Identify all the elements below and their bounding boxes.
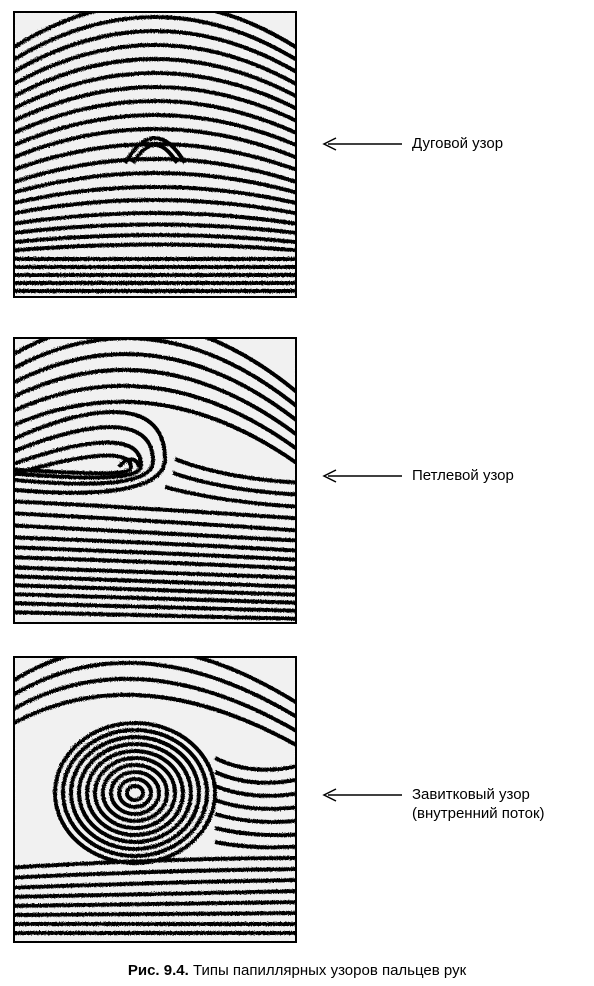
arrow-arch [320,136,402,152]
label-arch: Дуговой узор [412,135,503,154]
figure-caption-text: Типы папиллярных узоров пальцев рук [189,962,466,979]
fingerprint-arch-box [13,11,297,298]
fingerprint-whorl-box [13,656,297,943]
fingerprint-whorl-svg [15,658,295,941]
fingerprint-loop-box [13,337,297,624]
fingerprint-loop-svg [15,339,295,622]
fingerprint-arch-svg [15,13,295,296]
label-whorl: Завитковый узор (внутренний поток) [412,786,545,824]
figure-caption-prefix: Рис. 9.4. [128,962,189,979]
arrow-loop [320,468,402,484]
label-loop: Петлевой узор [412,467,514,486]
arrow-whorl [320,787,402,803]
page: Дуговой узор Петлевой узор Завитковый уз… [0,0,594,986]
figure-caption: Рис. 9.4. Типы папиллярных узоров пальце… [0,962,594,979]
